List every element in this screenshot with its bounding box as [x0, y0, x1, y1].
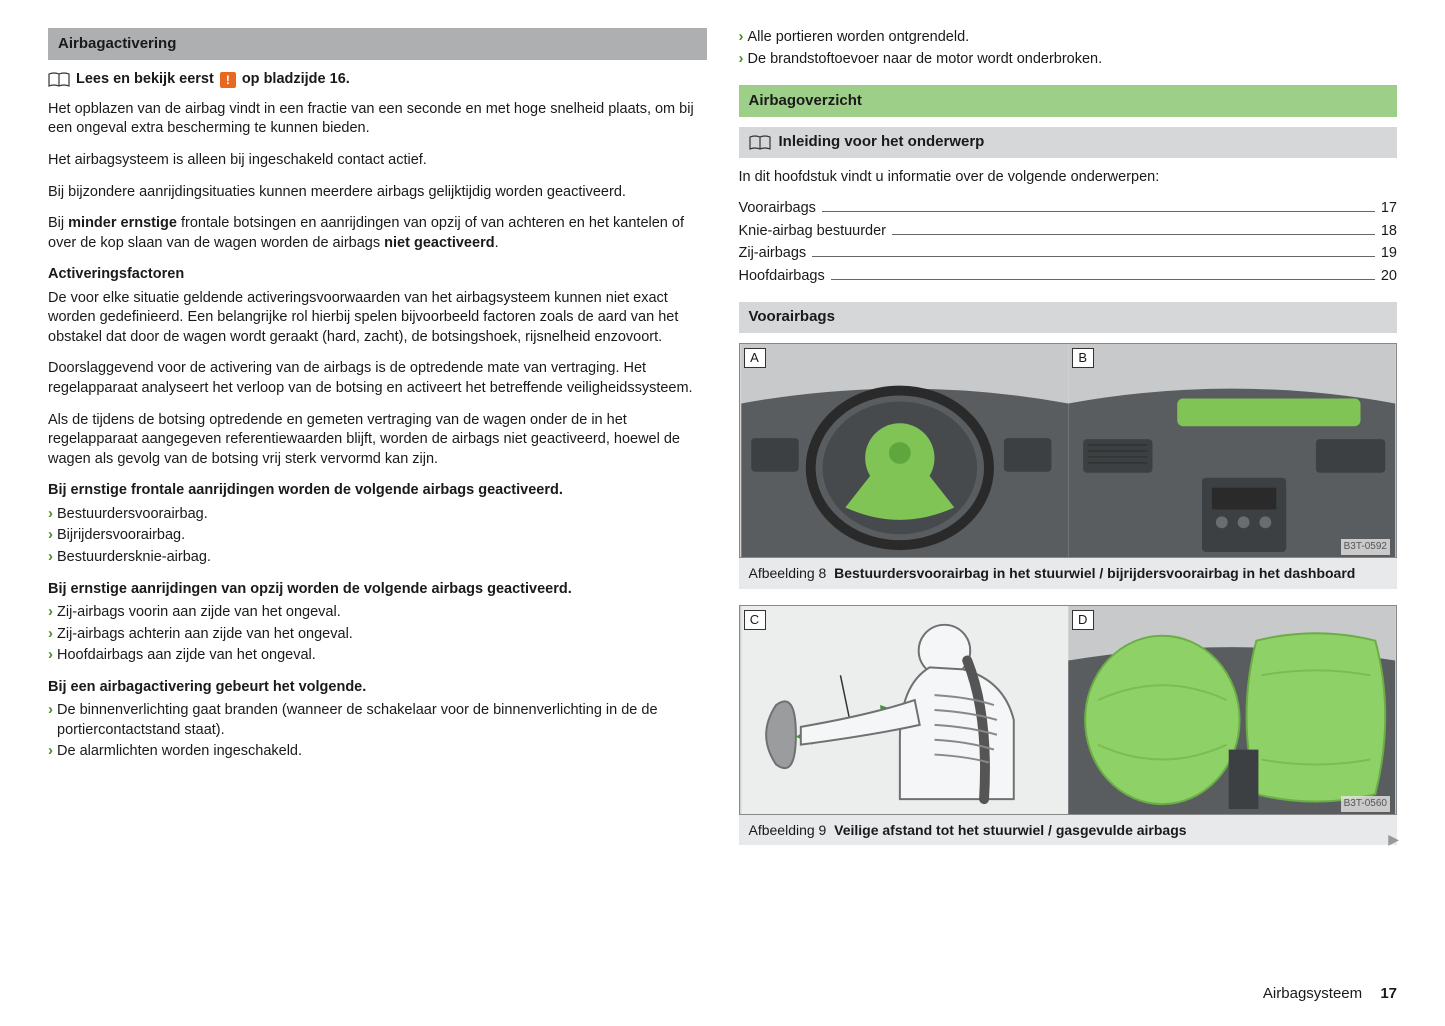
list-item-text: Bestuurdersknie-airbag. [57, 548, 211, 568]
bullet-icon: › [48, 505, 53, 525]
list-item: ›De alarmlichten worden ingeschakeld. [48, 742, 707, 762]
paragraph-4: Bij minder ernstige frontale botsingen e… [48, 214, 707, 253]
bullet-list-top-right: ›Alle portieren worden ontgrendeld.›De b… [739, 28, 1398, 69]
panel-label-d: D [1072, 610, 1094, 630]
toc: Voorairbags17Knie-airbag bestuurder18Zij… [739, 199, 1398, 286]
figure-8-code: B3T-0592 [1341, 539, 1390, 555]
panel-label-a: A [744, 348, 766, 368]
toc-row: Voorairbags 17 [739, 199, 1398, 219]
figure-9-caption: Afbeelding 9 Veilige afstand tot het stu… [739, 815, 1398, 846]
list-item-text: Alle portieren worden ontgrendeld. [748, 28, 970, 48]
figure-8-caption: Afbeelding 8 Bestuurdersvoorairbag in he… [739, 558, 1398, 589]
list-item-text: De alarmlichten worden ingeschakeld. [57, 742, 302, 762]
toc-leader [831, 279, 1375, 280]
panel-label-b: B [1072, 348, 1094, 368]
bullet-icon: › [48, 742, 53, 762]
section-header-airbagoverzicht: Airbagoverzicht [739, 85, 1398, 117]
continue-arrow-icon: ▶ [1388, 830, 1399, 849]
bullet-icon: › [48, 701, 53, 740]
bullet-list-opzij: ›Zij-airbags voorin aan zijde van het on… [48, 603, 707, 666]
ref-text-pre: Lees en bekijk eerst [76, 70, 214, 90]
list-item: ›Bestuurdersvoorairbag. [48, 505, 707, 525]
toc-label: Knie-airbag bestuurder [739, 222, 887, 242]
left-column: Airbagactivering Lees en bekijk eerst ! … [48, 28, 707, 845]
toc-label: Zij-airbags [739, 244, 807, 264]
subtitle-frontale: Bij ernstige frontale aanrijdingen worde… [48, 481, 707, 501]
list-item-text: Zij-airbags voorin aan zijde van het ong… [57, 603, 341, 623]
warning-icon: ! [220, 72, 236, 88]
reference-line: Lees en bekijk eerst ! op bladzijde 16. [48, 70, 707, 90]
list-item: ›Bijrijdersvoorairbag. [48, 526, 707, 546]
toc-label: Hoofdairbags [739, 267, 825, 287]
right-column: ›Alle portieren worden ontgrendeld.›De b… [739, 28, 1398, 845]
page-footer: Airbagsysteem 17 [1263, 984, 1397, 1004]
paragraph-7: Als de tijdens de botsing optredende en … [48, 411, 707, 470]
figure-9-illustration [740, 606, 1397, 814]
bullet-icon: › [739, 28, 744, 48]
list-item-text: De brandstoftoevoer naar de motor wordt … [748, 50, 1103, 70]
bullet-icon: › [739, 50, 744, 70]
ref-text-post: op bladzijde 16. [242, 70, 350, 90]
paragraph-5: De voor elke situatie geldende activerin… [48, 289, 707, 348]
list-item: ›Zij-airbags achterin aan zijde van het … [48, 625, 707, 645]
section-header-airbagactivering: Airbagactivering [48, 28, 707, 60]
footer-section: Airbagsysteem [1263, 985, 1362, 1002]
paragraph-6: Doorslaggevend voor de activering van de… [48, 359, 707, 398]
list-item-text: Bestuurdersvoorairbag. [57, 505, 208, 525]
list-item: ›Zij-airbags voorin aan zijde van het on… [48, 603, 707, 623]
bullet-icon: › [48, 548, 53, 568]
figure-9-code: B3T-0560 [1341, 796, 1390, 812]
list-item-text: Bijrijdersvoorairbag. [57, 526, 185, 546]
paragraph-3: Bij bijzondere aanrijdingsituaties kunne… [48, 183, 707, 203]
list-item: ›Hoofdairbags aan zijde van het ongeval. [48, 646, 707, 666]
toc-leader [822, 211, 1375, 212]
book-icon [48, 72, 70, 88]
toc-row: Zij-airbags 19 [739, 244, 1398, 264]
toc-row: Hoofdairbags 20 [739, 267, 1398, 287]
list-item: ›Bestuurdersknie-airbag. [48, 548, 707, 568]
figure-8: A B [739, 343, 1398, 558]
subheader-inleiding: Inleiding voor het onderwerp [739, 127, 1398, 157]
list-item: ›De brandstoftoevoer naar de motor wordt… [739, 50, 1398, 70]
subtitle-opzij: Bij ernstige aanrijdingen van opzij word… [48, 580, 707, 600]
toc-leader [892, 234, 1375, 235]
bullet-list-frontale: ›Bestuurdersvoorairbag.›Bijrijdersvoorai… [48, 505, 707, 568]
paragraph-1: Het opblazen van de airbag vindt in een … [48, 100, 707, 139]
bullet-icon: › [48, 526, 53, 546]
subheader-voorairbags: Voorairbags [739, 302, 1398, 332]
subtitle-gebeurt: Bij een airbagactivering gebeurt het vol… [48, 678, 707, 698]
figure-8-illustration [740, 344, 1397, 557]
list-item: ›Alle portieren worden ontgrendeld. [739, 28, 1398, 48]
toc-row: Knie-airbag bestuurder 18 [739, 222, 1398, 242]
toc-page: 17 [1381, 199, 1397, 219]
subheader-text: Inleiding voor het onderwerp [779, 132, 985, 152]
list-item-text: Hoofdairbags aan zijde van het ongeval. [57, 646, 316, 666]
list-item-text: Zij-airbags achterin aan zijde van het o… [57, 625, 353, 645]
bullet-icon: › [48, 625, 53, 645]
subtitle-activeringsfactoren: Activeringsfactoren [48, 265, 707, 285]
toc-page: 18 [1381, 222, 1397, 242]
bullet-icon: › [48, 646, 53, 666]
footer-page: 17 [1380, 985, 1397, 1002]
figure-9: C D A [739, 605, 1398, 815]
toc-label: Voorairbags [739, 199, 816, 219]
toc-leader [812, 256, 1375, 257]
book-icon [749, 135, 771, 151]
panel-label-c: C [744, 610, 766, 630]
list-item: ›De binnenverlichting gaat branden (wann… [48, 701, 707, 740]
bullet-icon: › [48, 603, 53, 623]
toc-page: 19 [1381, 244, 1397, 264]
toc-intro: In dit hoofdstuk vindt u informatie over… [739, 168, 1398, 188]
paragraph-2: Het airbagsysteem is alleen bij ingescha… [48, 151, 707, 171]
bullet-list-gebeurt: ›De binnenverlichting gaat branden (wann… [48, 701, 707, 762]
toc-page: 20 [1381, 267, 1397, 287]
list-item-text: De binnenverlichting gaat branden (wanne… [57, 701, 707, 740]
